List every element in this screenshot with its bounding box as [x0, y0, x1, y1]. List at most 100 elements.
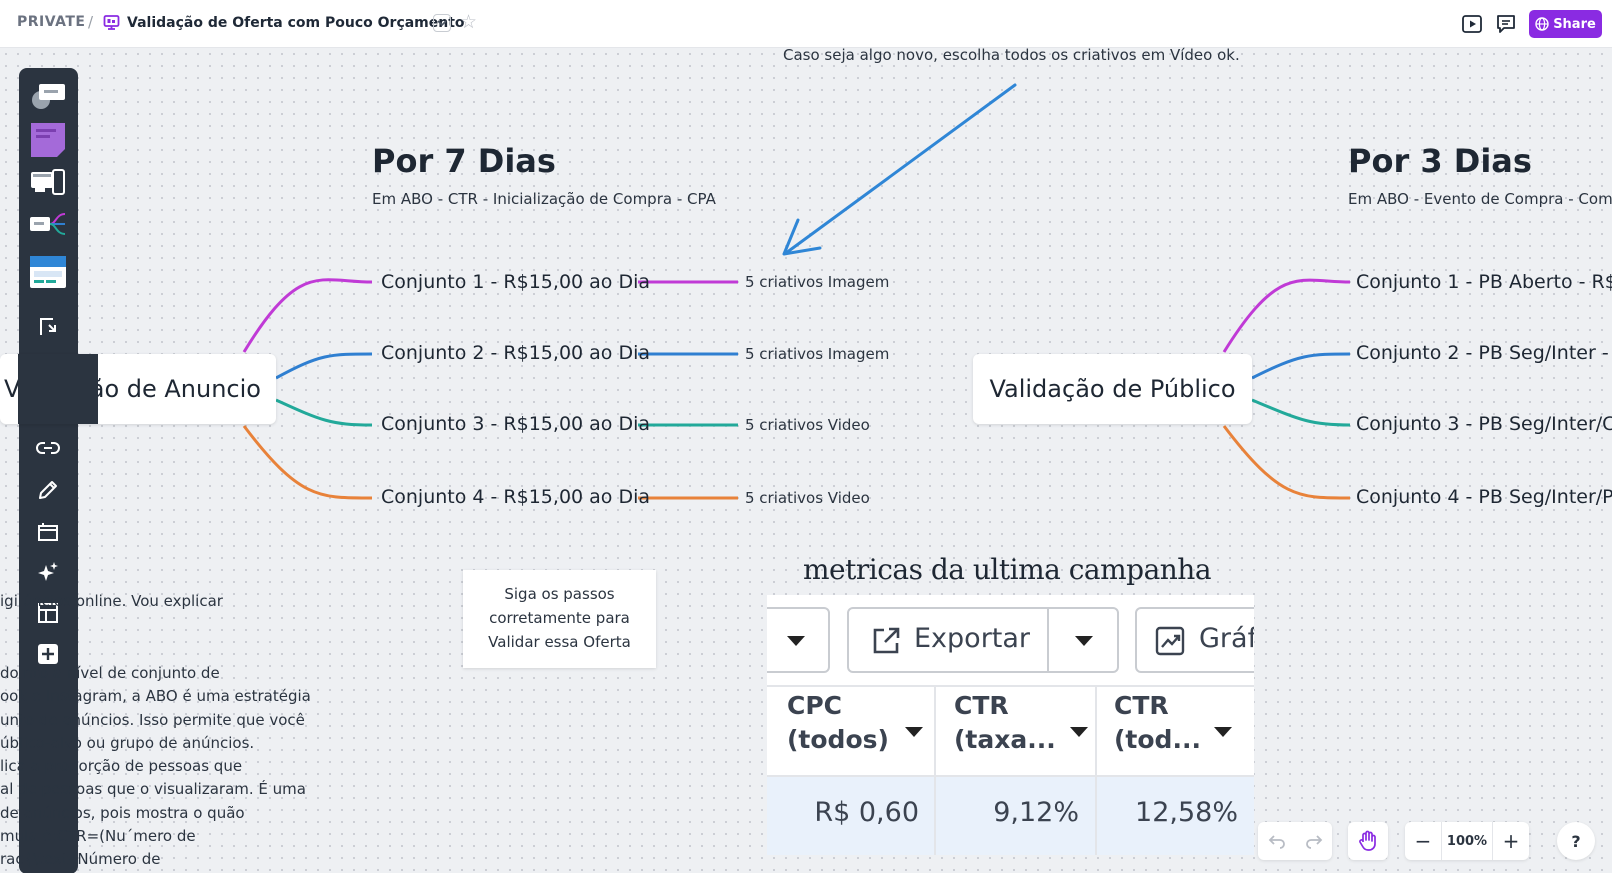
shot-chart-label: Gráf: [1199, 623, 1254, 654]
canvas-note[interactable]: Caso seja algo novo, escolha todos os cr…: [783, 46, 1240, 64]
toolbar-overlap: [18, 354, 98, 424]
shot-col-3-line1: CTR: [1114, 691, 1169, 720]
shot-col-2-line1: CTR: [954, 691, 1009, 720]
link-icon: [36, 442, 60, 454]
body-text-line: rac{\text{Número de: [0, 850, 161, 868]
zoom-level[interactable]: 100%: [1441, 822, 1493, 860]
section2-subtitle[interactable]: Em ABO - Evento de Compra - Com: [1348, 190, 1612, 208]
section2-branch-2[interactable]: Conjunto 2 - PB Seg/Inter - F: [1356, 342, 1612, 364]
shot-divider: [767, 685, 1254, 687]
section1-leaf-1[interactable]: 5 criativos Imagem: [745, 273, 890, 291]
star-icon[interactable]: ☆: [460, 11, 478, 33]
help-group: ?: [1557, 822, 1595, 860]
section2-branch-1[interactable]: Conjunto 1 - PB Aberto - R$1: [1356, 271, 1612, 293]
shot-col-2-line2: (taxa...: [954, 725, 1056, 754]
shot-col-divider: [934, 687, 936, 855]
metrics-title[interactable]: metricas da ultima campanha: [803, 553, 1212, 586]
section1-title[interactable]: Por 7 Dias: [372, 142, 556, 180]
devices-tool[interactable]: [28, 164, 68, 200]
section2-root-label: Validação de Público: [989, 375, 1236, 403]
shot-dropdown-button: [767, 607, 830, 673]
shot-col-divider: [1095, 687, 1097, 855]
shot-col-1-header: CPC (todos): [787, 689, 933, 775]
section1-leaf-4[interactable]: 5 criativos Video: [745, 489, 870, 507]
shapes-icon: [32, 84, 65, 109]
section1-branch-3[interactable]: Conjunto 3 - R$15,00 ao Dia: [381, 413, 651, 435]
body-text-line: unto de anúncios. Isso permite que você: [0, 711, 305, 729]
layout-tool[interactable]: [28, 595, 68, 631]
metrics-screenshot[interactable]: Exportar Gráf CPC (todos) CTR (taxa... C…: [767, 595, 1254, 855]
hand-tool-group: [1348, 822, 1388, 860]
external-link-icon: [873, 627, 900, 654]
globe-icon: [1535, 17, 1549, 31]
caret-down-icon: [1075, 636, 1093, 646]
title-dropdown-button[interactable]: [433, 14, 451, 32]
connector-tool[interactable]: [28, 308, 68, 344]
body-text-line: lica a proporção de pessoas que: [0, 757, 243, 775]
shot-col-1-line1: CPC: [787, 691, 843, 720]
redo-button[interactable]: [1295, 822, 1332, 860]
breadcrumb-separator: /: [88, 13, 94, 31]
section1-branch-2[interactable]: Conjunto 2 - R$15,00 ao Dia: [381, 342, 651, 364]
pen-tool[interactable]: [28, 472, 68, 508]
mindmap-tool[interactable]: [28, 206, 68, 242]
arrow-connector[interactable]: [770, 80, 1020, 260]
template-card-tool[interactable]: [28, 254, 68, 290]
hand-tool-button[interactable]: [1348, 822, 1388, 860]
sticky-card[interactable]: Siga os passos corretamente para Validar…: [463, 570, 656, 668]
shot-col-1-line2: (todos): [787, 725, 889, 754]
shot-split-divider: [1047, 609, 1049, 671]
section1-leaf-3[interactable]: 5 criativos Video: [745, 416, 870, 434]
sticky-note-icon: [31, 123, 65, 157]
section1-branch-4[interactable]: Conjunto 4 - R$15,00 ao Dia: [381, 486, 651, 508]
body-text-line: al de pessoas que o visualizaram. É uma: [0, 780, 306, 798]
link-tool[interactable]: [28, 430, 68, 466]
undo-redo-group: [1258, 822, 1332, 860]
share-button[interactable]: Share: [1529, 10, 1602, 38]
present-icon: [1462, 15, 1482, 33]
share-label: Share: [1553, 16, 1596, 32]
body-text-line: ook e Instagram, a ABO é uma estratégia: [0, 687, 311, 705]
frame-tool[interactable]: [28, 514, 68, 550]
section2-title[interactable]: Por 3 Dias: [1348, 142, 1532, 180]
shot-divider: [767, 775, 1254, 777]
shot-col-2-header: CTR (taxa...: [954, 689, 1094, 775]
left-toolbar: [19, 68, 78, 873]
connector-icon: [40, 318, 56, 335]
breadcrumb-workspace[interactable]: PRIVATE: [17, 14, 86, 30]
section1-subtitle[interactable]: Em ABO - CTR - Inicialização de Compra -…: [372, 190, 716, 208]
shot-chart-button: Gráf: [1135, 607, 1254, 673]
ai-sparkle-icon: [38, 562, 58, 581]
section1-branch-1[interactable]: Conjunto 1 - R$15,00 ao Dia: [381, 271, 651, 293]
shot-col-3-header: CTR (tod...: [1114, 689, 1254, 775]
help-button[interactable]: ?: [1571, 831, 1581, 851]
zoom-controls: − 100% +: [1405, 822, 1529, 860]
comment-icon: [1497, 15, 1515, 33]
comments-button[interactable]: [1494, 12, 1518, 36]
chart-line-icon: [1155, 626, 1185, 656]
zoom-out-button[interactable]: −: [1414, 829, 1432, 853]
board-title[interactable]: Validação de Oferta com Pouco Orçamento: [127, 15, 465, 31]
present-button[interactable]: [1460, 12, 1484, 36]
body-text-line: úblico-alvo ou grupo de anúncios.: [0, 734, 255, 752]
chevron-down-icon: [437, 19, 447, 26]
section2-branch-3[interactable]: Conjunto 3 - PB Seg/Inter/Co: [1356, 413, 1612, 435]
shapes-tool[interactable]: [28, 78, 68, 114]
caret-down-icon: [1070, 727, 1088, 737]
undo-button[interactable]: [1258, 822, 1295, 860]
section2-branch-4[interactable]: Conjunto 4 - PB Seg/Inter/Po: [1356, 486, 1612, 508]
top-bar: PRIVATE / Validação de Oferta com Pouco …: [0, 0, 1612, 48]
sticky-note-tool[interactable]: [28, 122, 68, 158]
pen-icon: [39, 481, 57, 499]
more-tools-button[interactable]: [28, 636, 68, 672]
ai-tool[interactable]: [28, 554, 68, 590]
section1-leaf-2[interactable]: 5 criativos Imagem: [745, 345, 890, 363]
hand-icon: [1359, 830, 1376, 851]
devices-icon: [31, 169, 65, 195]
section2-root-node[interactable]: Validação de Público: [973, 354, 1252, 424]
zoom-in-button[interactable]: +: [1502, 829, 1520, 853]
shot-col-3-value: 12,58%: [1097, 777, 1254, 855]
mindmap-icon: [30, 213, 66, 235]
shot-col-3-line2: (tod...: [1114, 725, 1201, 754]
